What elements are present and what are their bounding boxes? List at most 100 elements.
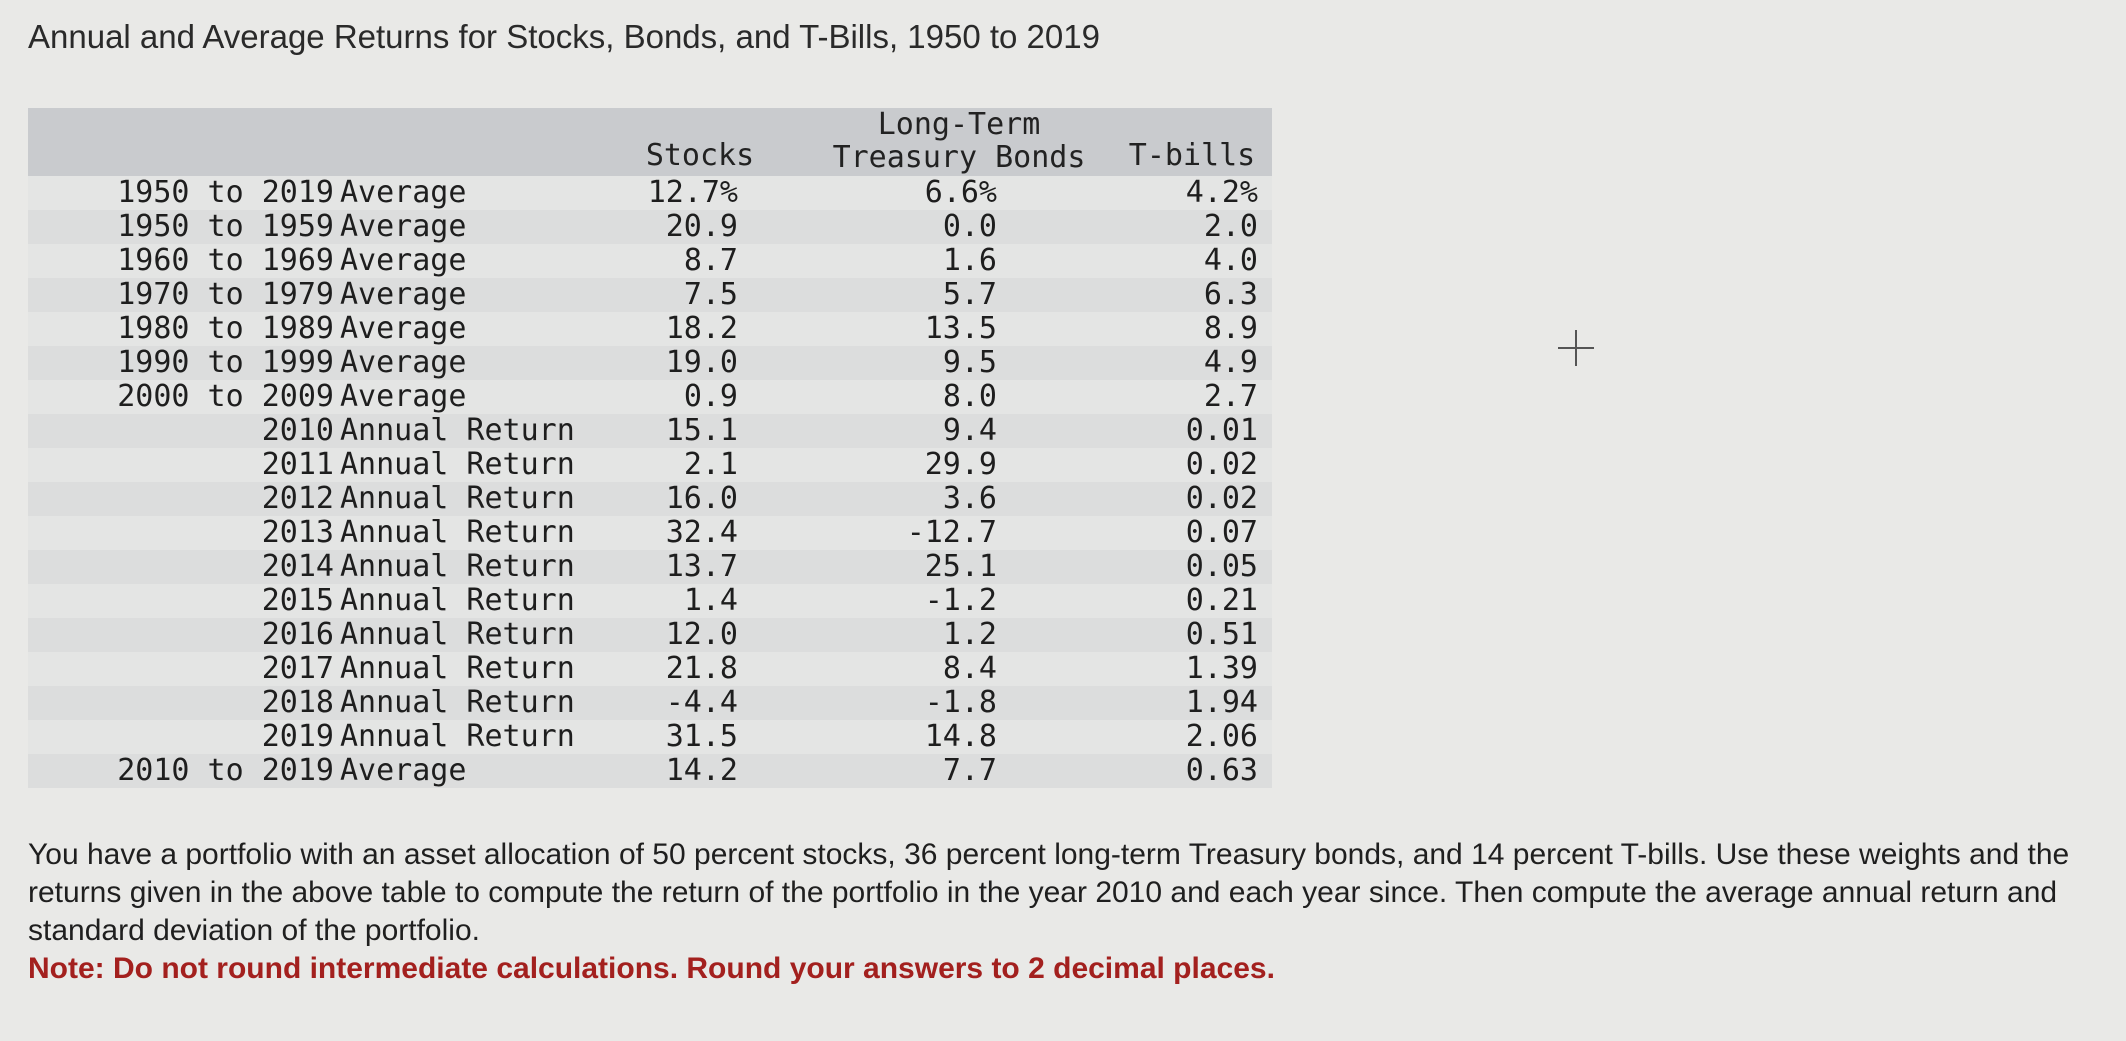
table-row: 1950 to 1959 Average 20.9 0.0 2.0 [28, 210, 1272, 244]
bonds-cell: 5.7 [942, 277, 997, 312]
header-bonds-line2: Treasury Bonds [832, 140, 1086, 175]
tbills-cell: 0.21 [1185, 583, 1258, 618]
bonds-cell: 7.7 [942, 753, 997, 788]
kind-cell: Annual Return [340, 617, 575, 652]
stocks-cell: 14.2 [665, 753, 738, 788]
tbills-cell: 6.3 [1203, 277, 1258, 312]
bonds-cell: 8.0 [942, 379, 997, 414]
stocks-cell: 1.4 [683, 583, 738, 618]
kind-cell: Average [340, 277, 467, 312]
tbills-cell: 1.39 [1185, 651, 1258, 686]
tbills-cell: 8.9 [1203, 311, 1258, 346]
tbills-cell: 2.0 [1203, 209, 1258, 244]
tbills-cell: 1.94 [1185, 685, 1258, 720]
bonds-cell: 1.2 [942, 617, 997, 652]
stocks-cell: 16.0 [665, 481, 738, 516]
stocks-cell: 7.5 [683, 277, 738, 312]
period-cell: 2013 [261, 515, 334, 550]
stocks-cell: -4.4 [665, 685, 738, 720]
stocks-cell: 19.0 [665, 345, 738, 380]
kind-cell: Annual Return [340, 651, 575, 686]
kind-cell: Annual Return [340, 515, 575, 550]
period-cell: 2017 [261, 651, 334, 686]
table-row: 2012 Annual Return 16.0 3.6 0.02 [28, 482, 1272, 516]
stocks-cell: 2.1 [683, 447, 738, 482]
table-row: 2017 Annual Return 21.8 8.4 1.39 [28, 652, 1272, 686]
header-bonds-line1: Long-Term [877, 107, 1041, 142]
bonds-cell: 8.4 [942, 651, 997, 686]
bonds-cell: 6.6% [924, 175, 997, 210]
kind-cell: Annual Return [340, 719, 575, 754]
kind-cell: Average [340, 175, 467, 210]
tbills-cell: 4.9 [1203, 345, 1258, 380]
period-cell: 2012 [261, 481, 334, 516]
bonds-cell: 29.9 [924, 447, 997, 482]
table-row: 2000 to 2009 Average 0.9 8.0 2.7 [28, 380, 1272, 414]
table-row: 2015 Annual Return 1.4 -1.2 0.21 [28, 584, 1272, 618]
period-cell: 1960 to 1969 [117, 243, 334, 278]
table-row: 2010 Annual Return 15.1 9.4 0.01 [28, 414, 1272, 448]
tbills-cell: 0.51 [1185, 617, 1258, 652]
stocks-cell: 15.1 [665, 413, 738, 448]
header-tbills: T-bills [1128, 138, 1256, 173]
header-long-term-treasury-bonds: Long-Term Treasury Bonds [804, 108, 1114, 174]
table-body: 1950 to 2019 Average 12.7% 6.6% 4.2% 1950 to … [28, 176, 1272, 788]
stocks-cell: 8.7 [683, 243, 738, 278]
period-cell: 2015 [261, 583, 334, 618]
period-cell: 1950 to 2019 [117, 175, 334, 210]
period-cell: 2014 [261, 549, 334, 584]
kind-cell: Annual Return [340, 583, 575, 618]
bonds-cell: 9.5 [942, 345, 997, 380]
table-row: 1950 to 2019 Average 12.7% 6.6% 4.2% [28, 176, 1272, 210]
bonds-cell: 9.4 [942, 413, 997, 448]
kind-cell: Average [340, 243, 467, 278]
table-row: 2014 Annual Return 13.7 25.1 0.05 [28, 550, 1272, 584]
tbills-cell: 0.05 [1185, 549, 1258, 584]
table-row: 2011 Annual Return 2.1 29.9 0.02 [28, 448, 1272, 482]
rounding-note: Note: Do not round intermediate calculat… [28, 952, 1275, 985]
bonds-cell: 3.6 [942, 481, 997, 516]
tbills-cell: 2.06 [1185, 719, 1258, 754]
period-cell: 1970 to 1979 [117, 277, 334, 312]
tbills-cell: 4.0 [1203, 243, 1258, 278]
stocks-cell: 31.5 [665, 719, 738, 754]
tbills-cell: 0.02 [1185, 481, 1258, 516]
question-text: You have a portfolio with an asset alloc… [28, 838, 2070, 947]
kind-cell: Average [340, 379, 467, 414]
tbills-cell: 0.02 [1185, 447, 1258, 482]
table-row: 2013 Annual Return 32.4 -12.7 0.07 [28, 516, 1272, 550]
period-cell: 2018 [261, 685, 334, 720]
table-row: 1990 to 1999 Average 19.0 9.5 4.9 [28, 346, 1272, 380]
kind-cell: Annual Return [340, 685, 575, 720]
stocks-cell: 12.0 [665, 617, 738, 652]
table-row: 1970 to 1979 Average 7.5 5.7 6.3 [28, 278, 1272, 312]
tbills-cell: 0.63 [1185, 753, 1258, 788]
table-row: 2019 Annual Return 31.5 14.8 2.06 [28, 720, 1272, 754]
stocks-cell: 21.8 [665, 651, 738, 686]
tbills-cell: 4.2% [1185, 175, 1258, 210]
stocks-cell: 18.2 [665, 311, 738, 346]
period-cell: 1990 to 1999 [117, 345, 334, 380]
bonds-cell: 0.0 [942, 209, 997, 244]
bonds-cell: 1.6 [942, 243, 997, 278]
kind-cell: Annual Return [340, 481, 575, 516]
tbills-cell: 2.7 [1203, 379, 1258, 414]
returns-table: Stocks Long-Term Treasury Bonds T-bills … [28, 108, 1272, 788]
period-cell: 2019 [261, 719, 334, 754]
kind-cell: Average [340, 311, 467, 346]
stocks-cell: 32.4 [665, 515, 738, 550]
table-row: 1980 to 1989 Average 18.2 13.5 8.9 [28, 312, 1272, 346]
page-title: Annual and Average Returns for Stocks, B… [28, 18, 1100, 55]
bonds-cell: 14.8 [924, 719, 997, 754]
period-cell: 2000 to 2009 [117, 379, 334, 414]
period-cell: 2011 [261, 447, 334, 482]
table-row: 2018 Annual Return -4.4 -1.8 1.94 [28, 686, 1272, 720]
stocks-cell: 0.9 [683, 379, 738, 414]
kind-cell: Average [340, 345, 467, 380]
table-row: 2016 Annual Return 12.0 1.2 0.51 [28, 618, 1272, 652]
stocks-cell: 12.7% [647, 175, 738, 210]
period-cell: 2016 [261, 617, 334, 652]
period-cell: 1950 to 1959 [117, 209, 334, 244]
period-cell: 2010 [261, 413, 334, 448]
table-row: 1960 to 1969 Average 8.7 1.6 4.0 [28, 244, 1272, 278]
